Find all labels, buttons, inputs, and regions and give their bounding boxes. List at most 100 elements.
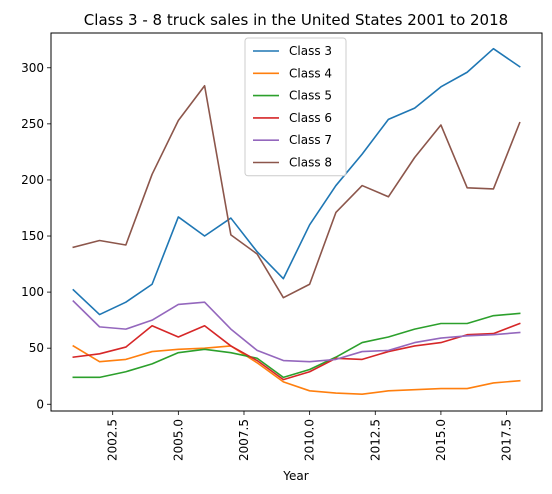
data-point-class-3 [230,217,232,219]
data-point-class-3 [98,313,100,315]
x-tick-label: 2017.5 [500,419,514,461]
x-tick-label: 2002.5 [106,419,120,461]
data-point-class-7 [466,335,468,337]
data-point-class-5 [230,351,232,353]
data-point-class-4 [151,350,153,352]
data-point-class-7 [256,349,258,351]
series-line-class-7 [72,299,521,363]
data-point-class-7 [72,300,74,302]
data-point-class-5 [466,322,468,324]
data-point-class-8 [151,173,153,175]
y-tick-label: 0 [36,397,44,411]
data-point-class-8 [518,122,520,124]
data-point-class-8 [230,234,232,236]
data-point-class-5 [125,371,127,373]
data-point-class-6 [361,358,363,360]
series-line-class-8 [72,84,521,299]
data-point-class-4 [125,358,127,360]
x-axis-label: Year [282,469,308,483]
data-point-class-4 [361,393,363,395]
data-point-class-7 [387,349,389,351]
data-point-class-4 [413,388,415,390]
data-point-class-6 [308,371,310,373]
data-point-class-6 [98,353,100,355]
data-point-class-6 [177,336,179,338]
data-point-class-7 [518,331,520,333]
data-point-class-3 [151,283,153,285]
data-point-class-6 [72,356,74,358]
data-point-class-5 [151,363,153,365]
x-tick-label: 2015.0 [434,419,448,461]
data-point-class-5 [177,351,179,353]
data-point-class-7 [440,337,442,339]
data-point-class-7 [413,341,415,343]
data-point-class-6 [440,341,442,343]
data-point-class-8 [466,187,468,189]
data-point-class-7 [282,359,284,361]
data-point-class-8 [177,119,179,121]
data-point-class-3 [413,107,415,109]
x-axis-ticks: 2002.5 2005.0 2007.5 2010.0 2012.5 2015.0 2017… [106,411,514,461]
data-point-class-5 [361,341,363,343]
data-point-class-4 [308,390,310,392]
data-point-class-7 [230,328,232,330]
x-tick-label: 2005.0 [171,419,185,461]
data-point-class-6 [203,325,205,327]
data-point-class-7 [151,319,153,321]
data-point-class-4 [335,392,337,394]
data-point-class-3 [361,153,363,155]
y-tick-label: 50 [29,341,44,355]
data-point-class-7 [308,360,310,362]
data-point-class-5 [256,357,258,359]
data-point-class-8 [125,244,127,246]
data-point-class-5 [518,312,520,314]
data-point-class-4 [387,390,389,392]
data-point-class-4 [177,348,179,350]
data-point-class-4 [518,380,520,382]
data-point-class-5 [440,322,442,324]
data-point-class-6 [151,325,153,327]
data-point-class-8 [387,196,389,198]
data-point-class-3 [492,48,494,50]
data-point-class-5 [203,348,205,350]
x-tick-label: 2010.0 [303,419,317,461]
data-point-class-4 [98,360,100,362]
y-axis-ticks: 0 50 100 150 200 250 300 [21,61,51,411]
data-point-class-5 [72,376,74,378]
data-point-class-4 [72,345,74,347]
legend: Class 3 Class 4 Class 5 Class 6 Class 7 Class… [244,37,347,177]
data-point-class-8 [440,124,442,126]
series-line-class-3 [72,47,521,316]
legend-label-class-6: Class 6 [289,111,332,125]
data-point-class-4 [282,381,284,383]
legend-label-class-4: Class 4 [289,66,332,80]
legend-box [244,37,347,177]
legend-label-class-7: Class 7 [289,133,332,147]
y-tick-label: 150 [21,229,44,243]
data-point-class-3 [177,216,179,218]
data-point-class-7 [125,328,127,330]
data-point-class-8 [203,85,205,87]
series-line-class-5 [72,312,521,379]
y-tick-label: 300 [21,61,44,75]
data-point-class-6 [125,346,127,348]
data-point-class-7 [203,301,205,303]
data-point-class-3 [466,71,468,73]
data-point-class-6 [230,345,232,347]
data-point-class-5 [413,328,415,330]
data-point-class-5 [308,368,310,370]
x-tick-label: 2007.5 [237,419,251,461]
data-point-class-7 [177,303,179,305]
data-point-class-3 [282,277,284,279]
y-tick-label: 250 [21,117,44,131]
data-point-class-8 [492,188,494,190]
data-point-class-3 [125,301,127,303]
data-point-class-5 [492,314,494,316]
data-point-class-3 [203,235,205,237]
series-line-class-4 [72,344,521,395]
data-point-class-4 [492,382,494,384]
data-point-class-6 [518,322,520,324]
data-point-class-3 [335,184,337,186]
data-point-class-3 [387,118,389,120]
